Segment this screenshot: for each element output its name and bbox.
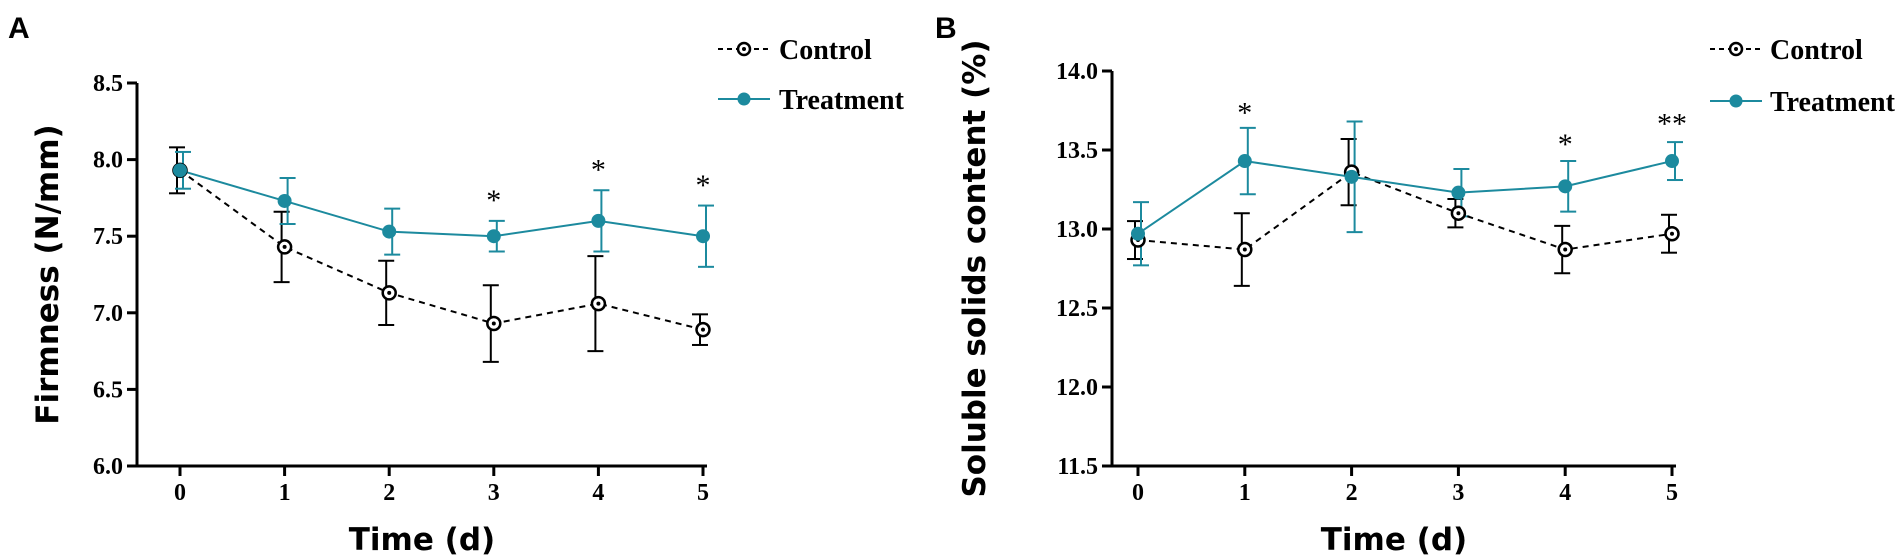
error-bars xyxy=(169,146,714,363)
data-point-treatment xyxy=(486,229,501,244)
series-line-treatment xyxy=(179,169,704,238)
series-line-control xyxy=(1137,170,1673,251)
x-ticks: 0 1 2 3 4 5 xyxy=(174,466,709,506)
series-line-treatment xyxy=(1137,160,1673,235)
data-point-center xyxy=(491,321,496,326)
x-tick-label: 3 xyxy=(1452,480,1464,506)
data-point-treatment xyxy=(1344,169,1359,184)
y-tick-label: 6.0 xyxy=(93,454,123,480)
y-tick-label: 12.0 xyxy=(1056,375,1098,401)
data-point-treatment xyxy=(1237,154,1252,169)
significance-mark: * xyxy=(486,184,501,217)
significance-mark: * xyxy=(1558,128,1573,161)
series-points xyxy=(1130,154,1680,258)
y-tick-label: 7.5 xyxy=(93,224,123,250)
legend-treatment-label: Treatment xyxy=(1770,87,1896,118)
panel-label: B xyxy=(935,12,957,45)
y-tick-label: 8.5 xyxy=(93,71,123,97)
y-tick-label: 13.5 xyxy=(1056,138,1098,164)
data-point-treatment xyxy=(1665,154,1679,169)
x-tick-label: 5 xyxy=(1666,480,1678,506)
legend-control-label: Control xyxy=(779,35,872,66)
data-point-treatment xyxy=(173,163,187,178)
x-tick-label: 0 xyxy=(174,480,186,506)
y-tick-label: 6.5 xyxy=(93,377,123,403)
significance-mark: ** xyxy=(1657,108,1687,141)
data-point-center xyxy=(1563,247,1568,252)
data-point-treatment xyxy=(277,193,292,208)
significance-mark: * xyxy=(591,154,606,187)
data-point-center xyxy=(596,301,601,306)
data-point-treatment xyxy=(591,213,606,228)
y-ticks: 6.0 6.5 7.0 7.5 8.0 8.5 xyxy=(93,71,137,480)
y-axis-title: Firmness (N/mm) xyxy=(30,124,66,424)
data-point-center xyxy=(1456,211,1461,216)
y-tick-label: 7.0 xyxy=(93,301,123,327)
legend-treatment-marker xyxy=(737,92,751,106)
legend-control-marker-dot xyxy=(742,47,746,51)
y-tick-label: 11.5 xyxy=(1057,454,1098,480)
data-point-center xyxy=(1242,247,1247,252)
legend-treatment-marker xyxy=(1729,94,1743,108)
x-axis-title: Time (d) xyxy=(1321,522,1467,558)
data-point-treatment xyxy=(1131,226,1145,241)
data-point-center xyxy=(701,327,705,332)
y-tick-label: 14.0 xyxy=(1056,59,1098,85)
panel-a: A 6.0 6.5 7.0 7.5 8.0 8.5 0 1 2 3 4 5 * * * Time (d)… xyxy=(8,12,905,558)
axes xyxy=(1110,71,1676,468)
data-point-center xyxy=(1670,231,1674,236)
x-tick-label: 4 xyxy=(592,480,604,506)
legend: Control Treatment xyxy=(1710,35,1896,118)
data-point-treatment xyxy=(696,229,710,244)
series-lines xyxy=(179,169,704,331)
significance-marks: * * * xyxy=(486,154,710,218)
y-tick-label: 8.0 xyxy=(93,148,123,174)
legend-control-label: Control xyxy=(1770,35,1863,66)
x-tick-label: 0 xyxy=(1132,480,1144,506)
x-tick-label: 1 xyxy=(279,480,291,506)
axes xyxy=(135,83,707,468)
x-tick-label: 2 xyxy=(383,480,395,506)
series-line-control xyxy=(179,169,704,331)
data-point-treatment xyxy=(1558,179,1573,194)
significance-marks: **** xyxy=(1237,97,1687,162)
x-ticks: 0 1 2 3 4 5 xyxy=(1132,466,1678,506)
legend: Control Treatment xyxy=(718,35,905,116)
data-point-center xyxy=(282,244,287,249)
y-ticks: 11.5 12.0 12.5 13.0 13.5 14.0 xyxy=(1056,59,1112,480)
x-tick-label: 5 xyxy=(697,480,709,506)
y-tick-label: 13.0 xyxy=(1056,217,1098,243)
x-tick-label: 4 xyxy=(1559,480,1571,506)
error-bars xyxy=(1127,120,1683,287)
significance-mark: * xyxy=(1237,97,1252,130)
legend-control-marker-dot xyxy=(1734,47,1738,51)
data-point-treatment xyxy=(1451,185,1466,200)
y-tick-label: 12.5 xyxy=(1056,296,1098,322)
significance-mark: * xyxy=(696,169,711,202)
x-tick-label: 3 xyxy=(488,480,500,506)
series-lines xyxy=(1137,160,1673,251)
panel-label: A xyxy=(8,12,30,45)
data-point-treatment xyxy=(382,224,397,239)
x-tick-label: 1 xyxy=(1239,480,1251,506)
legend-treatment-label: Treatment xyxy=(779,85,905,116)
x-axis-title: Time (d) xyxy=(349,522,495,558)
data-point-center xyxy=(387,290,392,295)
y-axis-title: Soluble solids content (%) xyxy=(957,39,993,497)
series-points xyxy=(172,162,711,338)
x-tick-label: 2 xyxy=(1346,480,1358,506)
